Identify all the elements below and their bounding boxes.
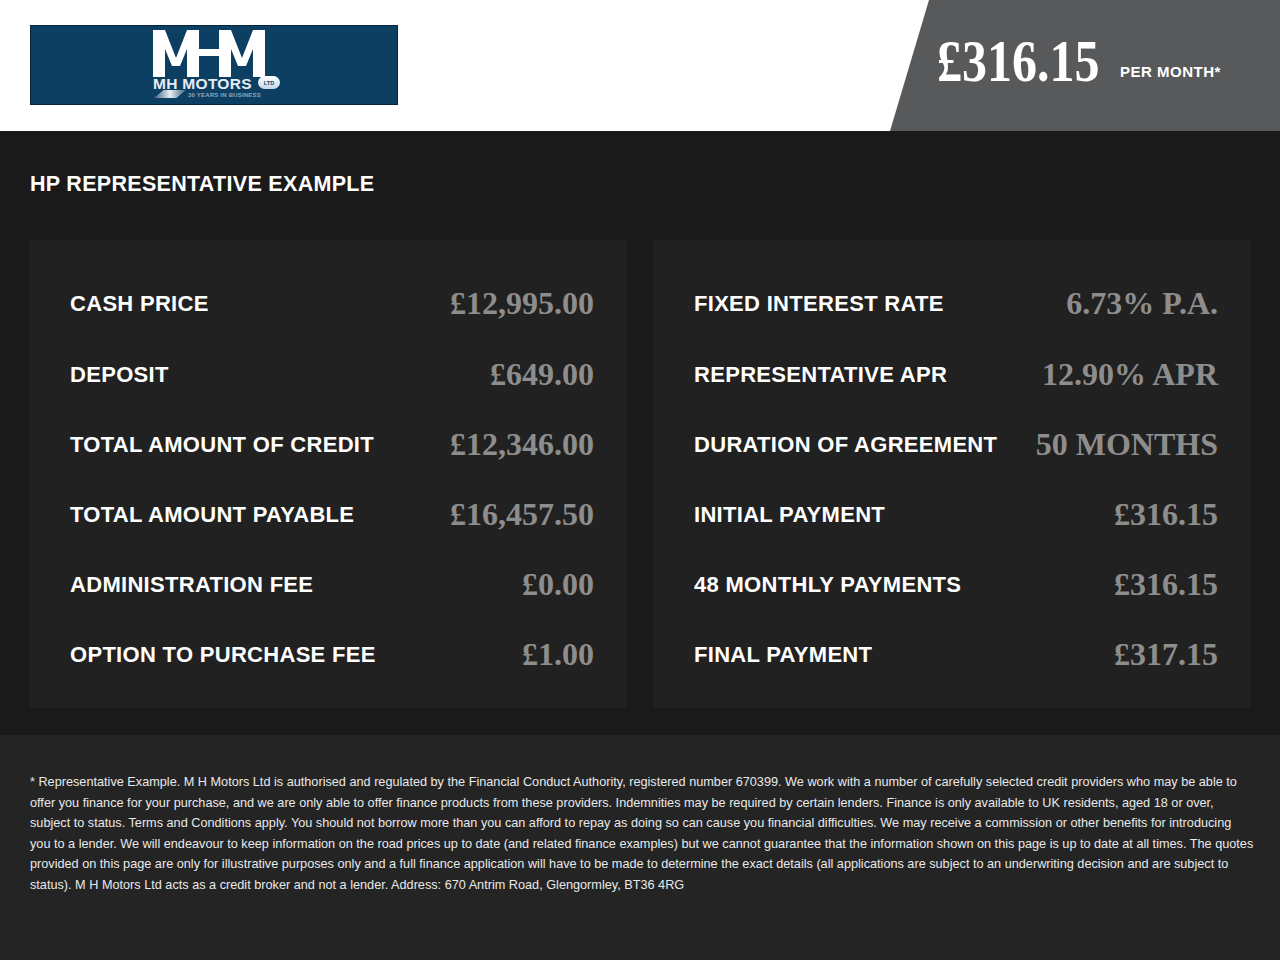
svg-text:MH MOTORS: MH MOTORS xyxy=(153,75,252,92)
